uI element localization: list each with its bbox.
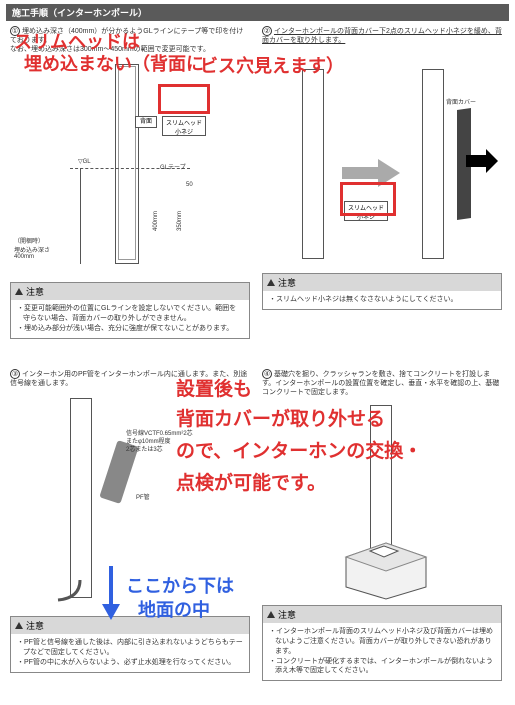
diagram-4 <box>262 401 502 601</box>
caution-3-head: 注意 <box>11 617 249 634</box>
dim-50: 50 <box>186 182 193 188</box>
caution-3-label: 注意 <box>26 619 44 632</box>
pole-4 <box>370 405 392 555</box>
step4-text: ④ 基礎穴を掘り、クラッシャランを敷き、捨てコンクリートを打設します。インターホ… <box>262 369 502 397</box>
step2-num: ② <box>262 26 272 36</box>
caution-4-head: 注意 <box>263 606 501 623</box>
caution-1-item: ・変更可能範囲外の位置にGLラインを設定しないでください。範囲を守らない場合、背… <box>17 304 243 324</box>
pole-2a <box>302 69 324 259</box>
step2-text: ② インターホンポールの背面カバー下2点のスリムヘッド小ネジを緩め、背面カバーを… <box>262 26 502 45</box>
caution-1-head: 注意 <box>11 283 249 300</box>
blue-arrow-icon <box>96 562 126 622</box>
screw-s2: 小ネジ <box>345 212 387 221</box>
step3-text: ③ インターホン用のPF管をインターホンポール内に通します。また、別途信号線を通… <box>10 369 250 388</box>
pole-2b <box>422 69 444 259</box>
screw-s1: 小ネジ <box>163 127 205 136</box>
section-1: ① 埋め込み深さ（400mm）が分かるようGLラインにテープ等で印を付けておりま… <box>10 26 250 339</box>
section-3: ③ インターホン用のPF管をインターホンポール内に通します。また、別途信号線を通… <box>10 369 250 673</box>
gltape-label: GLテープ <box>160 162 186 171</box>
step4-line: 基礎穴を掘り、クラッシャランを敷き、捨てコンクリートを打設します。インターホンポ… <box>262 371 499 396</box>
caution-4-label: 注意 <box>278 608 296 621</box>
caution-3-item: ・PF管と信号線を通した後は、内部に引き込まれないようどちらもテープなどで固定し… <box>17 638 243 658</box>
caution-3-body: ・PF管と信号線を通した後は、内部に引き込まれないようどちらもテープなどで固定し… <box>11 634 249 671</box>
caution-2-head: 注意 <box>263 274 501 291</box>
arrow-right-icon <box>342 159 402 189</box>
backcover-label: 背面カバー <box>446 97 476 106</box>
screw-t1: スリムヘッド <box>163 118 205 127</box>
step2-line: インターホンポールの背面カバー下2点のスリムヘッド小ネジを緩め、背面カバーを取り… <box>262 28 502 44</box>
diagram-2: 背面カバー スリムヘッド 小ネジ <box>262 49 502 269</box>
caution-3-item: ・PF管の中に水が入らないよう、必ず止水処理を行なってください。 <box>17 658 243 668</box>
step3-num: ③ <box>10 369 20 379</box>
diagram-1: ▽GL GLテープ 背面 スリムヘッド 小ネジ （開梱時） 埋め込み深さ 400… <box>10 58 250 278</box>
step1-text: ① 埋め込み深さ（400mm）が分かるようGLラインにテープ等で印を付けておりま… <box>10 26 250 54</box>
caution-1-item: ・埋め込み部分が浅い場合、充分に強度が保てないことがあります。 <box>17 324 243 334</box>
caution-4-body: ・インターホンポール背面のスリムヘッド小ネジ及び背面カバーは埋めないようご注意く… <box>263 623 501 680</box>
caution-2: 注意 ・スリムヘッド小ネジは無くなさないようにしてください。 <box>262 273 502 310</box>
caution-3: 注意 ・PF管と信号線を通した後は、内部に引き込まれないようどちらもテープなどで… <box>10 616 250 672</box>
caution-2-item: ・スリムヘッド小ネジは無くなさないようにしてください。 <box>269 295 495 305</box>
caution-1: 注意 ・変更可能範囲外の位置にGLラインを設定しないでください。範囲を守らない場… <box>10 282 250 338</box>
caution-1-body: ・変更可能範囲外の位置にGLラインを設定しないでください。範囲を守らない場合、背… <box>11 300 249 337</box>
section-4: ④ 基礎穴を掘り、クラッシャランを敷き、捨てコンクリートを打設します。インターホ… <box>262 369 502 681</box>
caution-2-body: ・スリムヘッド小ネジは無くなさないようにしてください。 <box>263 291 501 309</box>
dim-line-left <box>80 168 81 264</box>
pf-label: PF管 <box>136 492 150 501</box>
step1-num: ① <box>10 26 20 36</box>
depth-left-label: （開梱時） 埋め込み深さ 400mm <box>14 236 74 260</box>
diagram-3: 信号線VCTF0.65mm²2芯 またφ10mm程度 2芯または3芯 PF管 <box>10 392 250 612</box>
step1-line1: 埋め込み深さ（400mm）が分かるようGLラインにテープ等で印を付けております。 <box>10 28 243 44</box>
page-title: 施工手順（インターホンポール） <box>6 4 509 21</box>
warning-icon <box>267 611 275 618</box>
pole-1-inner <box>118 66 136 260</box>
step1-line2: なお、埋め込み深さは300mm～450mmの範囲で変更可能です。 <box>10 46 210 53</box>
page: 施工手順（インターホンポール） ① 埋め込み深さ（400mm）が分かるようGLラ… <box>0 4 515 705</box>
gl-label: ▽GL <box>78 158 91 165</box>
dim-400: 400mm <box>153 211 159 231</box>
caution-4-item: ・コンクリートが硬化するまでは、インターホンポールが倒れないよう添え木等で固定し… <box>269 657 495 677</box>
step3-line: インターホン用のPF管をインターホンポール内に通します。また、別途信号線を通しま… <box>10 371 247 387</box>
back-label: 背面 <box>135 116 157 128</box>
section-2: ② インターホンポールの背面カバー下2点のスリムヘッド小ネジを緩め、背面カバーを… <box>262 26 502 310</box>
foundation-block <box>336 537 436 601</box>
warning-icon <box>15 288 23 295</box>
warning-icon <box>15 622 23 629</box>
arrow-remove-icon <box>466 149 500 175</box>
screw-t2: スリムヘッド <box>345 203 387 212</box>
pole-3 <box>70 398 92 598</box>
caution-1-label: 注意 <box>26 285 44 298</box>
signal-label3: 2芯または3芯 <box>126 444 163 453</box>
caution-2-label: 注意 <box>278 276 296 289</box>
screw-box-2: スリムヘッド 小ネジ <box>344 201 388 221</box>
caution-4-item: ・インターホンポール背面のスリムヘッド小ネジ及び背面カバーは埋めないようご注意く… <box>269 627 495 656</box>
warning-icon <box>267 279 275 286</box>
step4-num: ④ <box>262 369 272 379</box>
screw-box-1: スリムヘッド 小ネジ <box>162 116 206 136</box>
dim-350: 350mm <box>177 211 183 231</box>
caution-4: 注意 ・インターホンポール背面のスリムヘッド小ネジ及び背面カバーは埋めないようご… <box>262 605 502 681</box>
